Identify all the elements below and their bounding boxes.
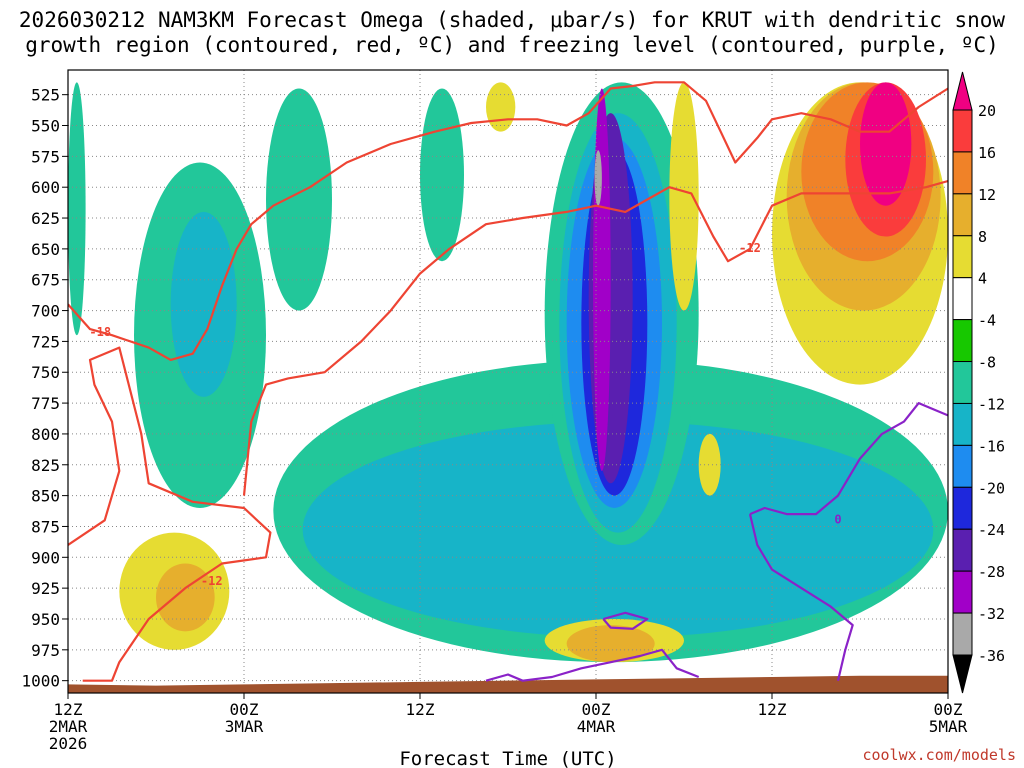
dgz-contour-2 <box>242 179 948 496</box>
terrain-surface <box>68 675 948 693</box>
colorbar-box-7 <box>952 402 973 446</box>
x-tick-label-60-0: 00Z <box>934 700 963 719</box>
omega-shading-layer <box>68 82 948 663</box>
plot-frame <box>67 69 949 694</box>
omega-region-magenta-upper-right <box>860 82 912 206</box>
colorbar-box-3 <box>952 235 973 279</box>
x-tick-label-0-0: 12Z <box>54 700 83 719</box>
colorbar-box-8 <box>952 444 973 488</box>
omega-region-orange-low-early <box>156 563 215 632</box>
colorbar-tick-label-12: -32 <box>978 605 1005 623</box>
y-tick-label-650: 650 <box>31 240 60 259</box>
x-tick-label-0-1: 2MAR <box>49 717 88 736</box>
y-tick-label-725: 725 <box>31 332 60 351</box>
omega-region-yellow-upper-morning <box>486 82 516 132</box>
colorbar-tick-label-0: 20 <box>978 102 996 120</box>
y-tick-label-875: 875 <box>31 517 60 536</box>
freezing-contour-2 <box>602 611 649 630</box>
colorbar-tick-label-9: -20 <box>978 479 1005 497</box>
colorbar-box-12 <box>952 612 973 656</box>
x-tick-label-36-0: 00Z <box>582 700 611 719</box>
colorbar-box-6 <box>952 361 973 404</box>
x-tick-label-36-1: 4MAR <box>577 717 616 736</box>
omega-region-orange-near-surface-mid <box>566 625 655 663</box>
contour-layer: -18-12-120 <box>68 81 948 682</box>
y-tick-label-525: 525 <box>31 86 60 105</box>
terrain-layer <box>68 675 948 693</box>
colorbar-tick-label-11: -28 <box>978 563 1005 581</box>
omega-region-gray-main-core <box>594 150 602 206</box>
colorbar: 20 16 12 8 4 -4 -8 -12 -16 -20 -24 -28 -32 -36 <box>952 71 1005 694</box>
omega-region-green-morning-column <box>420 88 464 262</box>
y-tick-label-900: 900 <box>31 548 60 567</box>
colorbar-box-9 <box>952 486 973 530</box>
x-tick-label-48-0: 12Z <box>758 700 787 719</box>
x-tick-label-12-0: 00Z <box>230 700 259 719</box>
chart-title-line-1: 2026030212 NAM3KM Forecast Omega (shaded… <box>19 8 1006 32</box>
freezing-contour-label-0: 0 <box>834 512 841 526</box>
x-axis-label: Forecast Time (UTC) <box>399 748 616 768</box>
plot-area: -18-12-120 <box>68 70 948 693</box>
colorbar-bottom-triangle <box>952 654 973 694</box>
dgz-contour-label-2: -12 <box>201 574 223 588</box>
dgz-contour-1 <box>68 346 272 682</box>
omega-region-yellow-late-mid <box>698 433 721 496</box>
freezing-contour-0 <box>749 402 948 516</box>
colorbar-box-10 <box>952 528 973 572</box>
y-axis: 525 550 575 600 625 650 675 700 725 750 775 800 825 8… <box>21 86 68 691</box>
omega-region-green-midday-column <box>266 88 332 311</box>
colorbar-tick-label-7: -12 <box>978 395 1005 413</box>
y-tick-label-700: 700 <box>31 302 60 321</box>
x-tick-label-0-2: 2026 <box>49 734 88 753</box>
chart-title-line-2: growth region (contoured, red, ºC) and f… <box>25 33 999 57</box>
colorbar-tick-label-8: -16 <box>978 437 1005 455</box>
y-tick-label-775: 775 <box>31 394 60 413</box>
colorbar-tick-label-2: 12 <box>978 186 996 204</box>
x-tick-label-12-1: 3MAR <box>225 717 264 736</box>
colorbar-tick-label-5: -4 <box>978 312 996 330</box>
omega-region-green-left-column <box>68 82 86 336</box>
colorbar-tick-label-4: 4 <box>978 270 987 288</box>
y-tick-label-975: 975 <box>31 641 60 660</box>
x-tick-label-60-1: 5MAR <box>929 717 968 736</box>
colorbar-box-2 <box>952 193 973 237</box>
y-tick-label-950: 950 <box>31 610 60 629</box>
freezing-contour-1 <box>748 513 854 681</box>
y-tick-label-625: 625 <box>31 209 60 228</box>
colorbar-box-1 <box>952 151 973 195</box>
colorbar-tick-label-6: -8 <box>978 354 996 372</box>
y-tick-label-550: 550 <box>31 117 60 136</box>
colorbar-box-5 <box>952 319 973 363</box>
dgz-contour-0 <box>68 81 948 361</box>
y-tick-label-750: 750 <box>31 363 60 382</box>
freezing-contour-3 <box>485 648 700 682</box>
y-tick-label-850: 850 <box>31 487 60 506</box>
credit-text: coolwx.com/models <box>862 746 1016 764</box>
omega-region-yellow-late-column <box>669 82 699 311</box>
y-tick-label-800: 800 <box>31 425 60 444</box>
colorbar-box-11 <box>952 570 973 614</box>
colorbar-tick-label-1: 16 <box>978 144 996 162</box>
y-tick-label-575: 575 <box>31 147 60 166</box>
y-tick-label-825: 825 <box>31 456 60 475</box>
y-tick-label-675: 675 <box>31 271 60 290</box>
colorbar-tick-label-10: -24 <box>978 521 1005 539</box>
grid-layer <box>68 70 948 693</box>
colorbar-top-triangle <box>952 71 973 111</box>
y-tick-label-1000: 1000 <box>21 672 60 691</box>
dgz-contour-label-0: -18 <box>89 325 111 339</box>
colorbar-tick-label-13: -36 <box>978 647 1005 665</box>
omega-region-teal-early-band <box>170 211 237 397</box>
colorbar-box-4 <box>952 277 973 321</box>
colorbar-box-0 <box>952 109 973 153</box>
y-tick-label-925: 925 <box>31 579 60 598</box>
x-tick-label-24-0: 12Z <box>406 700 435 719</box>
colorbar-tick-label-3: 8 <box>978 228 987 246</box>
y-tick-label-600: 600 <box>31 178 60 197</box>
